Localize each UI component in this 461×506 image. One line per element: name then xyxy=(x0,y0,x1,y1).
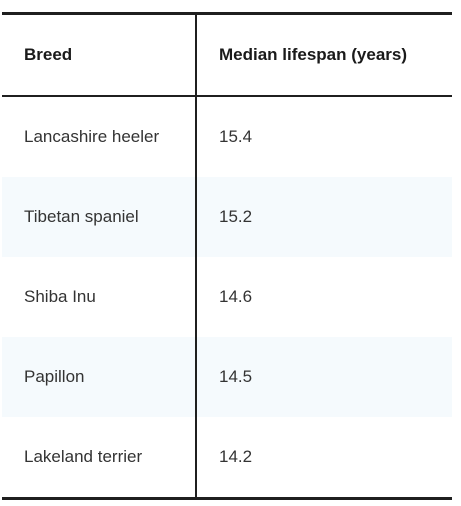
table-header: Breed Median lifespan (years) xyxy=(2,13,452,97)
cell-lifespan: 14.2 xyxy=(219,447,253,466)
table-row: Lancashire heeler 15.4 xyxy=(2,96,452,177)
cell-lifespan: 14.6 xyxy=(219,287,253,306)
table-body: Lancashire heeler 15.4 Tibetan spaniel 1… xyxy=(2,96,452,499)
cell-lifespan: 14.5 xyxy=(196,337,452,417)
cell-breed: Papillon xyxy=(2,337,197,417)
cell-breed: Lakeland terrier xyxy=(2,417,197,499)
header-breed: Breed xyxy=(2,13,197,97)
table-row: Shiba Inu 14.6 xyxy=(2,257,452,337)
cell-lifespan: 15.2 xyxy=(196,177,452,257)
table-row: Papillon 14.5 xyxy=(2,337,452,417)
table-row: Lakeland terrier 14.2 xyxy=(2,417,452,499)
lifespan-table-container: Breed Median lifespan (years) Lancashire… xyxy=(2,12,452,500)
cell-breed: Shiba Inu xyxy=(2,257,197,337)
lifespan-table: Breed Median lifespan (years) Lancashire… xyxy=(2,12,452,500)
cell-lifespan: 15.4 xyxy=(219,127,253,146)
header-row: Breed Median lifespan (years) xyxy=(2,13,452,97)
header-median-lifespan: Median lifespan (years) xyxy=(196,13,452,97)
table-row: Tibetan spaniel 15.2 xyxy=(2,177,452,257)
cell-breed: Tibetan spaniel xyxy=(2,177,197,257)
cell-breed: Lancashire heeler xyxy=(2,96,197,177)
